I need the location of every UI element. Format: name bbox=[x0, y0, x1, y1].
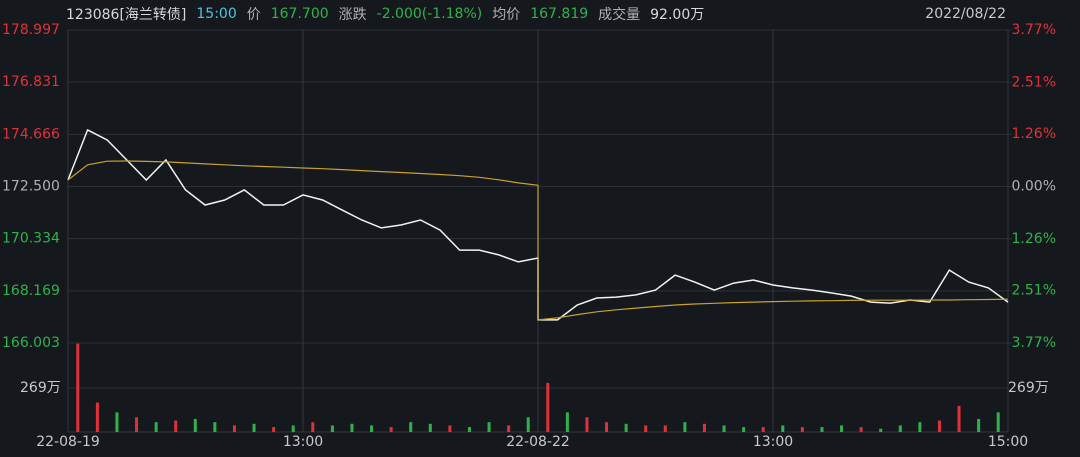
volume-bar bbox=[761, 427, 765, 432]
y-tick-label: 176.831 bbox=[2, 74, 60, 90]
x-tick-label: 13:00 bbox=[753, 434, 793, 450]
volume-bar bbox=[859, 427, 863, 432]
volume-bar bbox=[115, 412, 119, 432]
y-tick-label: 172.500 bbox=[2, 179, 60, 195]
volume-bar bbox=[467, 427, 471, 432]
volume-bar bbox=[193, 418, 197, 432]
volume-tick-label: 269万 bbox=[1008, 380, 1049, 396]
volume-bar bbox=[370, 425, 374, 432]
y-tick-label: 168.169 bbox=[2, 283, 60, 299]
volume-bar bbox=[702, 423, 706, 432]
volume-bar bbox=[546, 382, 550, 432]
volume-bar bbox=[957, 405, 961, 432]
volume-bar bbox=[507, 425, 511, 432]
y-tick-label: 170.334 bbox=[2, 231, 60, 247]
volume-bar bbox=[174, 420, 178, 432]
volume-bar bbox=[840, 425, 844, 432]
volume-bar bbox=[448, 425, 452, 432]
x-tick-label: 22-08-19 bbox=[36, 434, 100, 450]
price-line bbox=[67, 160, 1009, 321]
header-item: 123086[海兰转债] bbox=[66, 7, 187, 23]
volume-bar bbox=[389, 427, 393, 432]
x-tick-label: 13:00 bbox=[283, 434, 323, 450]
y2-tick-label: 1.26% bbox=[1012, 126, 1056, 142]
volume-bar bbox=[781, 425, 785, 432]
volume-bar bbox=[820, 427, 824, 432]
header-item: 15:00 bbox=[196, 6, 237, 22]
volume-bar bbox=[977, 418, 981, 432]
volume-bar bbox=[800, 427, 804, 432]
y2-tick-label: 3.77% bbox=[1012, 335, 1056, 351]
volume-bar bbox=[350, 423, 354, 432]
header-item: 成交量 bbox=[598, 7, 641, 23]
volume-bar bbox=[330, 425, 334, 432]
volume-bar bbox=[898, 425, 902, 432]
volume-bar bbox=[252, 423, 256, 432]
header-item: 价 bbox=[246, 7, 261, 23]
volume-bar bbox=[565, 412, 569, 432]
volume-bar bbox=[722, 425, 726, 432]
header-item: 涨跌 bbox=[338, 7, 367, 23]
date: 2022/08/22 bbox=[925, 6, 1006, 22]
y2-tick-label: 3.77% bbox=[1012, 22, 1056, 38]
volume-bar bbox=[409, 422, 413, 432]
header-item: -2.000(-1.18%) bbox=[376, 6, 483, 22]
header-item: 167.700 bbox=[270, 6, 329, 22]
header-item: 167.819 bbox=[530, 6, 589, 22]
volume-bar bbox=[76, 343, 80, 432]
volume-tick-label: 269万 bbox=[20, 380, 61, 396]
volume-bar bbox=[526, 417, 530, 432]
header-item: 均价 bbox=[492, 7, 521, 23]
y2-tick-label: 0.00% bbox=[1012, 179, 1056, 195]
volume-bar bbox=[95, 402, 99, 432]
header: 123086[海兰转债] 15:00 价 167.700 涨跌 -2.000(-1.18%… bbox=[66, 4, 1006, 24]
volume-bar bbox=[742, 427, 746, 432]
volume-bar bbox=[918, 422, 922, 432]
volume-bar bbox=[135, 417, 139, 432]
volume-bar bbox=[232, 425, 236, 432]
header-item: 92.00万 bbox=[650, 7, 705, 23]
volume-bar bbox=[154, 422, 158, 432]
y2-tick-label: 2.51% bbox=[1012, 283, 1056, 299]
volume-bar bbox=[937, 420, 941, 432]
y2-tick-label: 2.51% bbox=[1012, 74, 1056, 90]
volume-bar bbox=[311, 422, 315, 432]
volume-bar bbox=[663, 425, 667, 432]
volume-bar bbox=[996, 412, 1000, 432]
y-tick-label: 178.997 bbox=[2, 22, 60, 38]
x-tick-label: 22-08-22 bbox=[506, 434, 570, 450]
y-tick-label: 174.666 bbox=[2, 126, 60, 142]
y2-tick-label: 1.26% bbox=[1012, 231, 1056, 247]
volume-bar bbox=[605, 422, 609, 432]
volume-bar bbox=[272, 427, 276, 432]
volume-bar bbox=[624, 423, 628, 432]
volume-bar bbox=[213, 422, 217, 432]
volume-bar bbox=[879, 428, 883, 432]
volume-bar bbox=[683, 422, 687, 432]
volume-bar bbox=[644, 425, 648, 432]
x-tick-label: 15:00 bbox=[988, 434, 1028, 450]
volume-bar bbox=[487, 422, 491, 432]
volume-bar bbox=[585, 417, 589, 432]
volume-bar bbox=[291, 425, 295, 432]
y-tick-label: 166.003 bbox=[2, 335, 60, 351]
volume-bar bbox=[428, 423, 432, 432]
